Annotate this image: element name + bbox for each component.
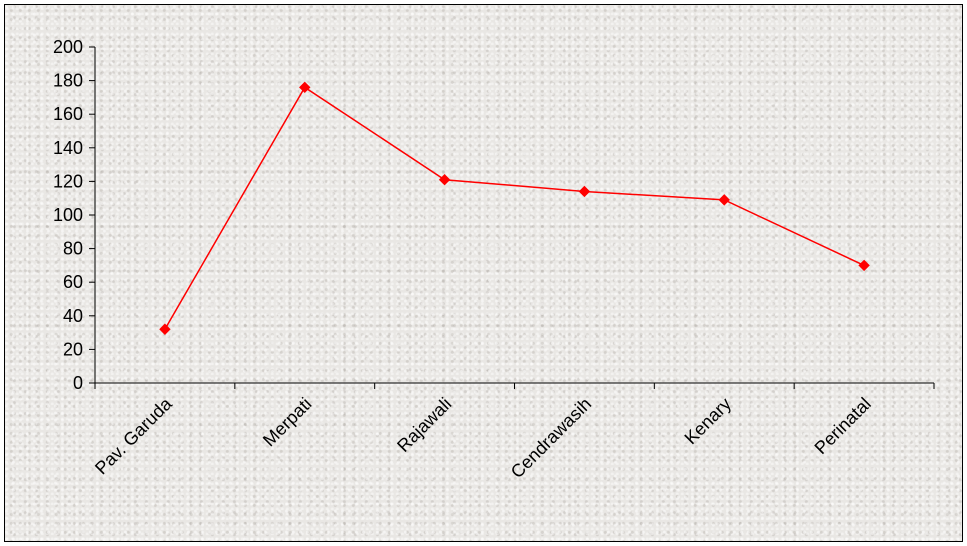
y-tick-label: 0 <box>73 373 83 393</box>
x-tick-label: Perinatal <box>811 394 875 458</box>
y-tick-label: 160 <box>53 104 83 124</box>
data-point <box>159 323 171 335</box>
y-tick-label: 80 <box>63 239 83 259</box>
y-tick-label: 40 <box>63 306 83 326</box>
series <box>159 81 870 335</box>
y-tick-label: 200 <box>53 37 83 57</box>
y-axis: 0 20 40 60 80 100 120 140 160 180 200 <box>53 37 96 393</box>
data-point <box>438 174 451 186</box>
y-tick-label: 140 <box>53 138 83 158</box>
chart-frame: 0 20 40 60 80 100 120 140 160 180 200 Pav. Garuda M… <box>4 4 963 542</box>
data-point <box>299 81 311 94</box>
x-tick-label: Cendrawasih <box>507 394 595 482</box>
x-tick-label: Merpati <box>259 394 316 451</box>
x-tick-label: Rajawali <box>393 394 455 456</box>
data-point <box>578 185 591 198</box>
series-line <box>164 86 865 330</box>
y-tick-label: 60 <box>63 272 83 292</box>
y-tick-label: 120 <box>53 171 83 191</box>
y-tick-label: 100 <box>53 205 83 225</box>
data-point <box>858 259 870 272</box>
y-tick-label: 180 <box>53 71 83 91</box>
y-tick-label: 20 <box>63 339 83 359</box>
data-point <box>718 194 730 206</box>
x-tick-label: Kenary <box>681 394 735 448</box>
x-axis: Pav. Garuda Merpati Rajawali Cendrawasih Ken… <box>91 382 935 482</box>
x-tick-label: Pav. Garuda <box>91 393 176 478</box>
line-chart: 0 20 40 60 80 100 120 140 160 180 200 Pav. Garuda M… <box>53 37 935 482</box>
